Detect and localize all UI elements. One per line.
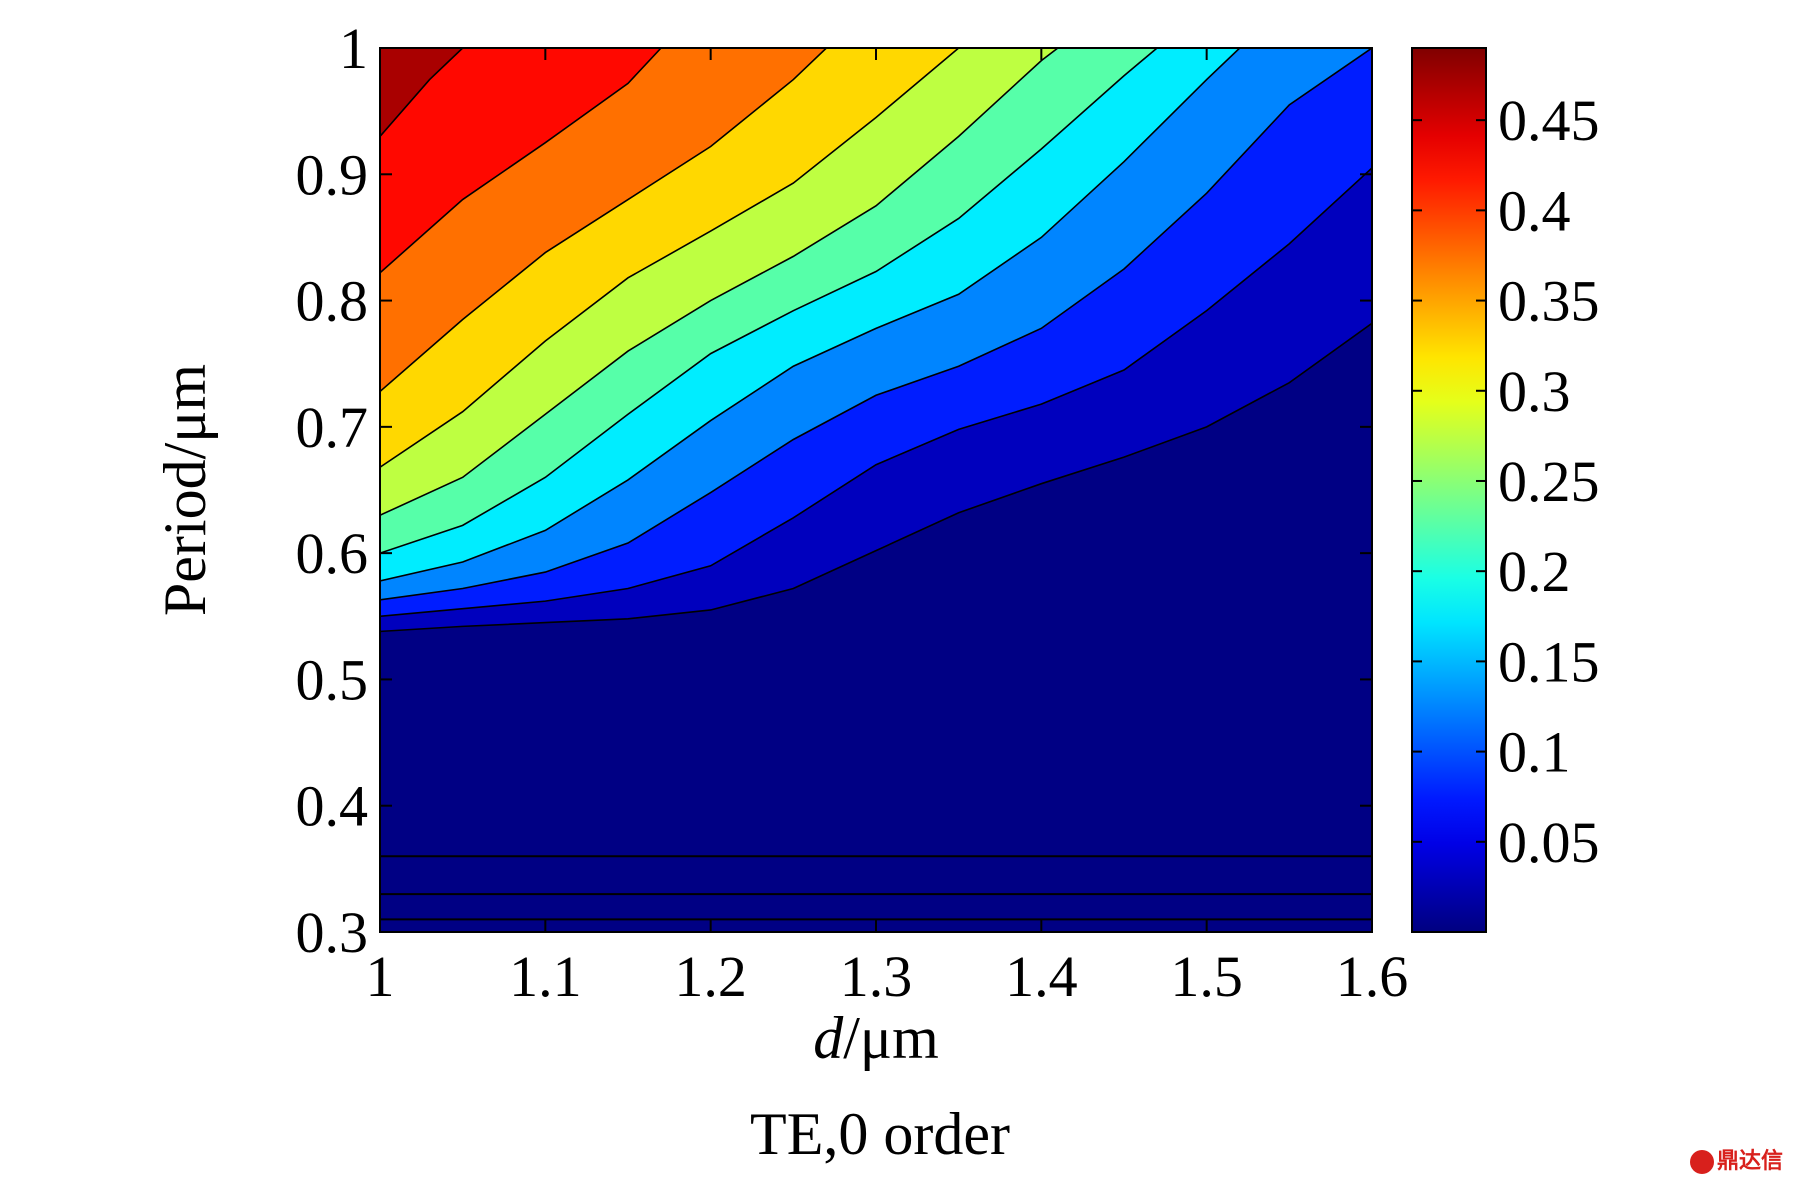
colorbar-tick-label: 0.1 (1498, 720, 1571, 785)
colorbar-frame (1411, 47, 1487, 933)
y-tick-label: 1 (339, 16, 368, 81)
contour-line-0.3 (380, 48, 960, 468)
x-axis-label: d/μm (813, 1005, 939, 1071)
x-tick-label: 1.3 (840, 944, 913, 1009)
x-tick-label: 1.4 (1005, 944, 1078, 1009)
y-tick-label: 0.7 (296, 395, 369, 460)
contour-line-0.25 (380, 48, 1059, 516)
y-tick-label: 0.5 (296, 647, 369, 712)
colorbar-tick-label: 0.3 (1498, 359, 1571, 424)
contour-line-0.15 (380, 48, 1241, 582)
colorbar-tick-label: 0.45 (1498, 88, 1600, 153)
figure-caption: TE,0 order (750, 1101, 1010, 1167)
y-axis-ticks: 0.3 0.4 0.5 0.6 0.7 0.8 0.9 1 (296, 16, 1372, 965)
contour-line-0.1 (380, 48, 1372, 601)
y-tick-label: 0.9 (296, 142, 369, 207)
colorbar: 0.05 0.1 0.15 0.2 0.25 0.3 0.35 0.4 0.45 (1411, 47, 1600, 933)
colorbar-tick-label: 0.15 (1498, 629, 1600, 694)
x-tick-label: 1.5 (1170, 944, 1243, 1009)
colorbar-tick-label: 0.4 (1498, 178, 1571, 243)
y-tick-label: 0.4 (296, 774, 369, 839)
contour-line-0.4 (380, 48, 662, 274)
band-level-0.4 (380, 48, 662, 273)
y-tick-label: 0.8 (296, 269, 369, 334)
y-axis-label: Period/μm (152, 364, 218, 616)
contour-bands (380, 48, 1372, 932)
contour-line-0.45 (380, 48, 464, 137)
colorbar-tick-label: 0.25 (1498, 449, 1600, 514)
x-tick-label: 1.1 (509, 944, 582, 1009)
x-axis-ticks: 1 1.1 1.2 1.3 1.4 1.5 1.6 (366, 48, 1409, 1009)
x-tick-label: 1 (366, 944, 395, 1009)
colorbar-gradient (1412, 48, 1486, 932)
contour-line-0.35 (380, 48, 827, 393)
contour-line-0.01 (380, 322, 1372, 633)
contour-line-0.2 (380, 48, 1158, 554)
x-tick-label: 1.2 (674, 944, 747, 1009)
watermark-logo-icon (1689, 1150, 1714, 1174)
colorbar-tick-label: 0.05 (1498, 810, 1600, 875)
colorbar-tick-label: 0.35 (1498, 269, 1600, 334)
x-axis-label-symbol: d (813, 1005, 844, 1071)
x-axis-label-unit: /μm (843, 1005, 939, 1071)
contour-lines (380, 48, 1372, 921)
band-level-0.45 (380, 48, 463, 137)
plot-area: 1 1.1 1.2 1.3 1.4 1.5 1.6 0.30.40.50.60.70.80.… (296, 16, 1409, 1009)
x-tick-label: 1.6 (1336, 944, 1409, 1009)
y-tick-label: 0.3 (296, 900, 369, 965)
colorbar-ticks: 0.05 0.1 0.15 0.2 0.25 0.3 0.35 0.4 0.45 (1412, 88, 1600, 875)
contour-line-0.05 (380, 167, 1372, 618)
watermark-logo: 鼎达信 (1689, 1143, 1783, 1175)
y-tick-label: 0.6 (296, 521, 369, 586)
colorbar-tick-label: 0.2 (1498, 539, 1571, 604)
